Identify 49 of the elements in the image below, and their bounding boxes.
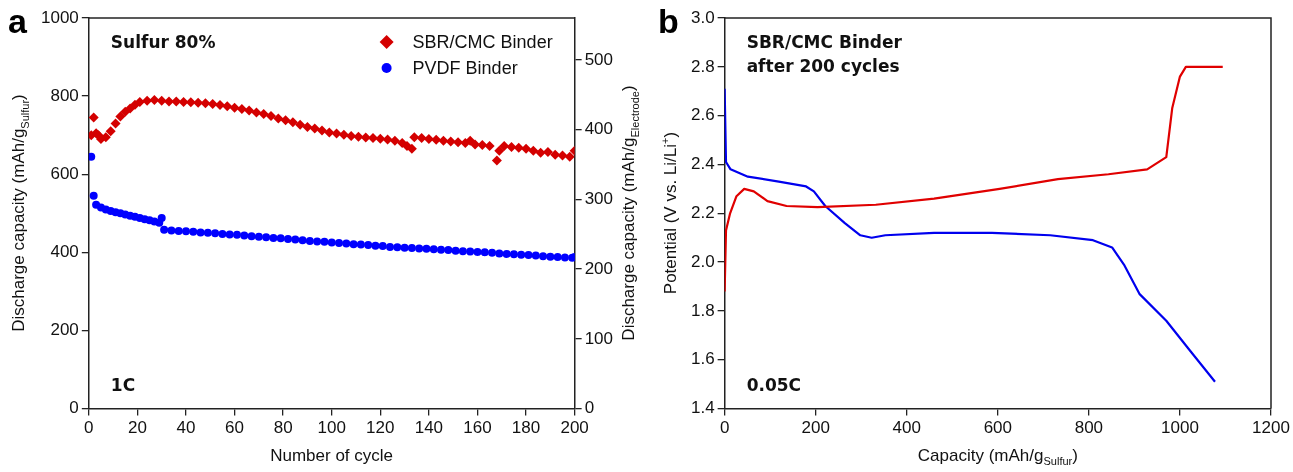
x-tick-label: 400 — [892, 418, 921, 438]
x-tick-label: 200 — [801, 418, 830, 438]
chart-title: a — [8, 2, 27, 41]
x-tick-label: 180 — [511, 418, 541, 438]
y-tick-label: 200 — [50, 320, 79, 340]
y2-tick-label: 300 — [584, 189, 614, 209]
x-tick-label: 200 — [560, 418, 589, 438]
y-tick-label: 2.0 — [690, 251, 715, 271]
y-tick-label: 1.8 — [690, 300, 715, 320]
y-tick-label: 2.6 — [690, 105, 715, 125]
x-axis-title: Capacity (mAh/g$_{Sulfur}$) — [917, 446, 1078, 468]
y-tick-label: 2.4 — [690, 154, 715, 174]
x-tick-label: 140 — [414, 418, 444, 438]
y2-tick-label: 0 — [584, 398, 595, 418]
y-tick-label: 800 — [50, 85, 79, 105]
y-tick-label: 2.2 — [690, 202, 715, 222]
y-tick-label: 3.0 — [690, 7, 715, 27]
y-tick-label: 1.4 — [690, 398, 715, 418]
x-tick-label: 0 — [84, 418, 94, 438]
y-tick-label: 2.8 — [690, 56, 715, 76]
y-tick-label: 1000 — [40, 7, 79, 27]
legend-label: PVDF Binder — [412, 58, 518, 78]
x-tick-label: 80 — [273, 418, 293, 438]
x-tick-label: 160 — [463, 418, 492, 438]
y2-tick-label: 200 — [584, 258, 614, 278]
y2-tick-label: 500 — [584, 49, 614, 69]
x-tick-label: 1200 — [1252, 418, 1290, 438]
y-tick-label: 1.6 — [690, 349, 715, 369]
legend-label: SBR/CMC Binder — [412, 32, 553, 52]
chart-title: b — [658, 2, 679, 41]
x-tick-label: 100 — [317, 418, 346, 438]
y-tick-label: 400 — [50, 242, 79, 262]
annotation: SBR/CMC Binder after 200 cycles — [746, 32, 903, 76]
x-axis-title: Number of cycle — [270, 446, 394, 466]
x-tick-label: 40 — [176, 418, 196, 438]
y2-tick-label: 100 — [584, 328, 614, 348]
y-tick-label: 0 — [69, 398, 79, 418]
x-tick-label: 60 — [225, 418, 245, 438]
annotation: 0.05C — [746, 374, 802, 395]
x-tick-label: 800 — [1074, 418, 1104, 438]
y2-tick-label: 400 — [584, 119, 614, 139]
x-tick-label: 20 — [127, 418, 147, 438]
y-tick-label: 600 — [50, 163, 79, 183]
x-tick-label: 120 — [366, 418, 395, 438]
annotation: Sulfur 80% — [110, 32, 216, 52]
x-tick-label: 600 — [983, 418, 1012, 438]
annotation: 1C — [110, 374, 136, 395]
x-tick-label: 0 — [719, 418, 730, 438]
x-tick-label: 1000 — [1161, 418, 1199, 438]
